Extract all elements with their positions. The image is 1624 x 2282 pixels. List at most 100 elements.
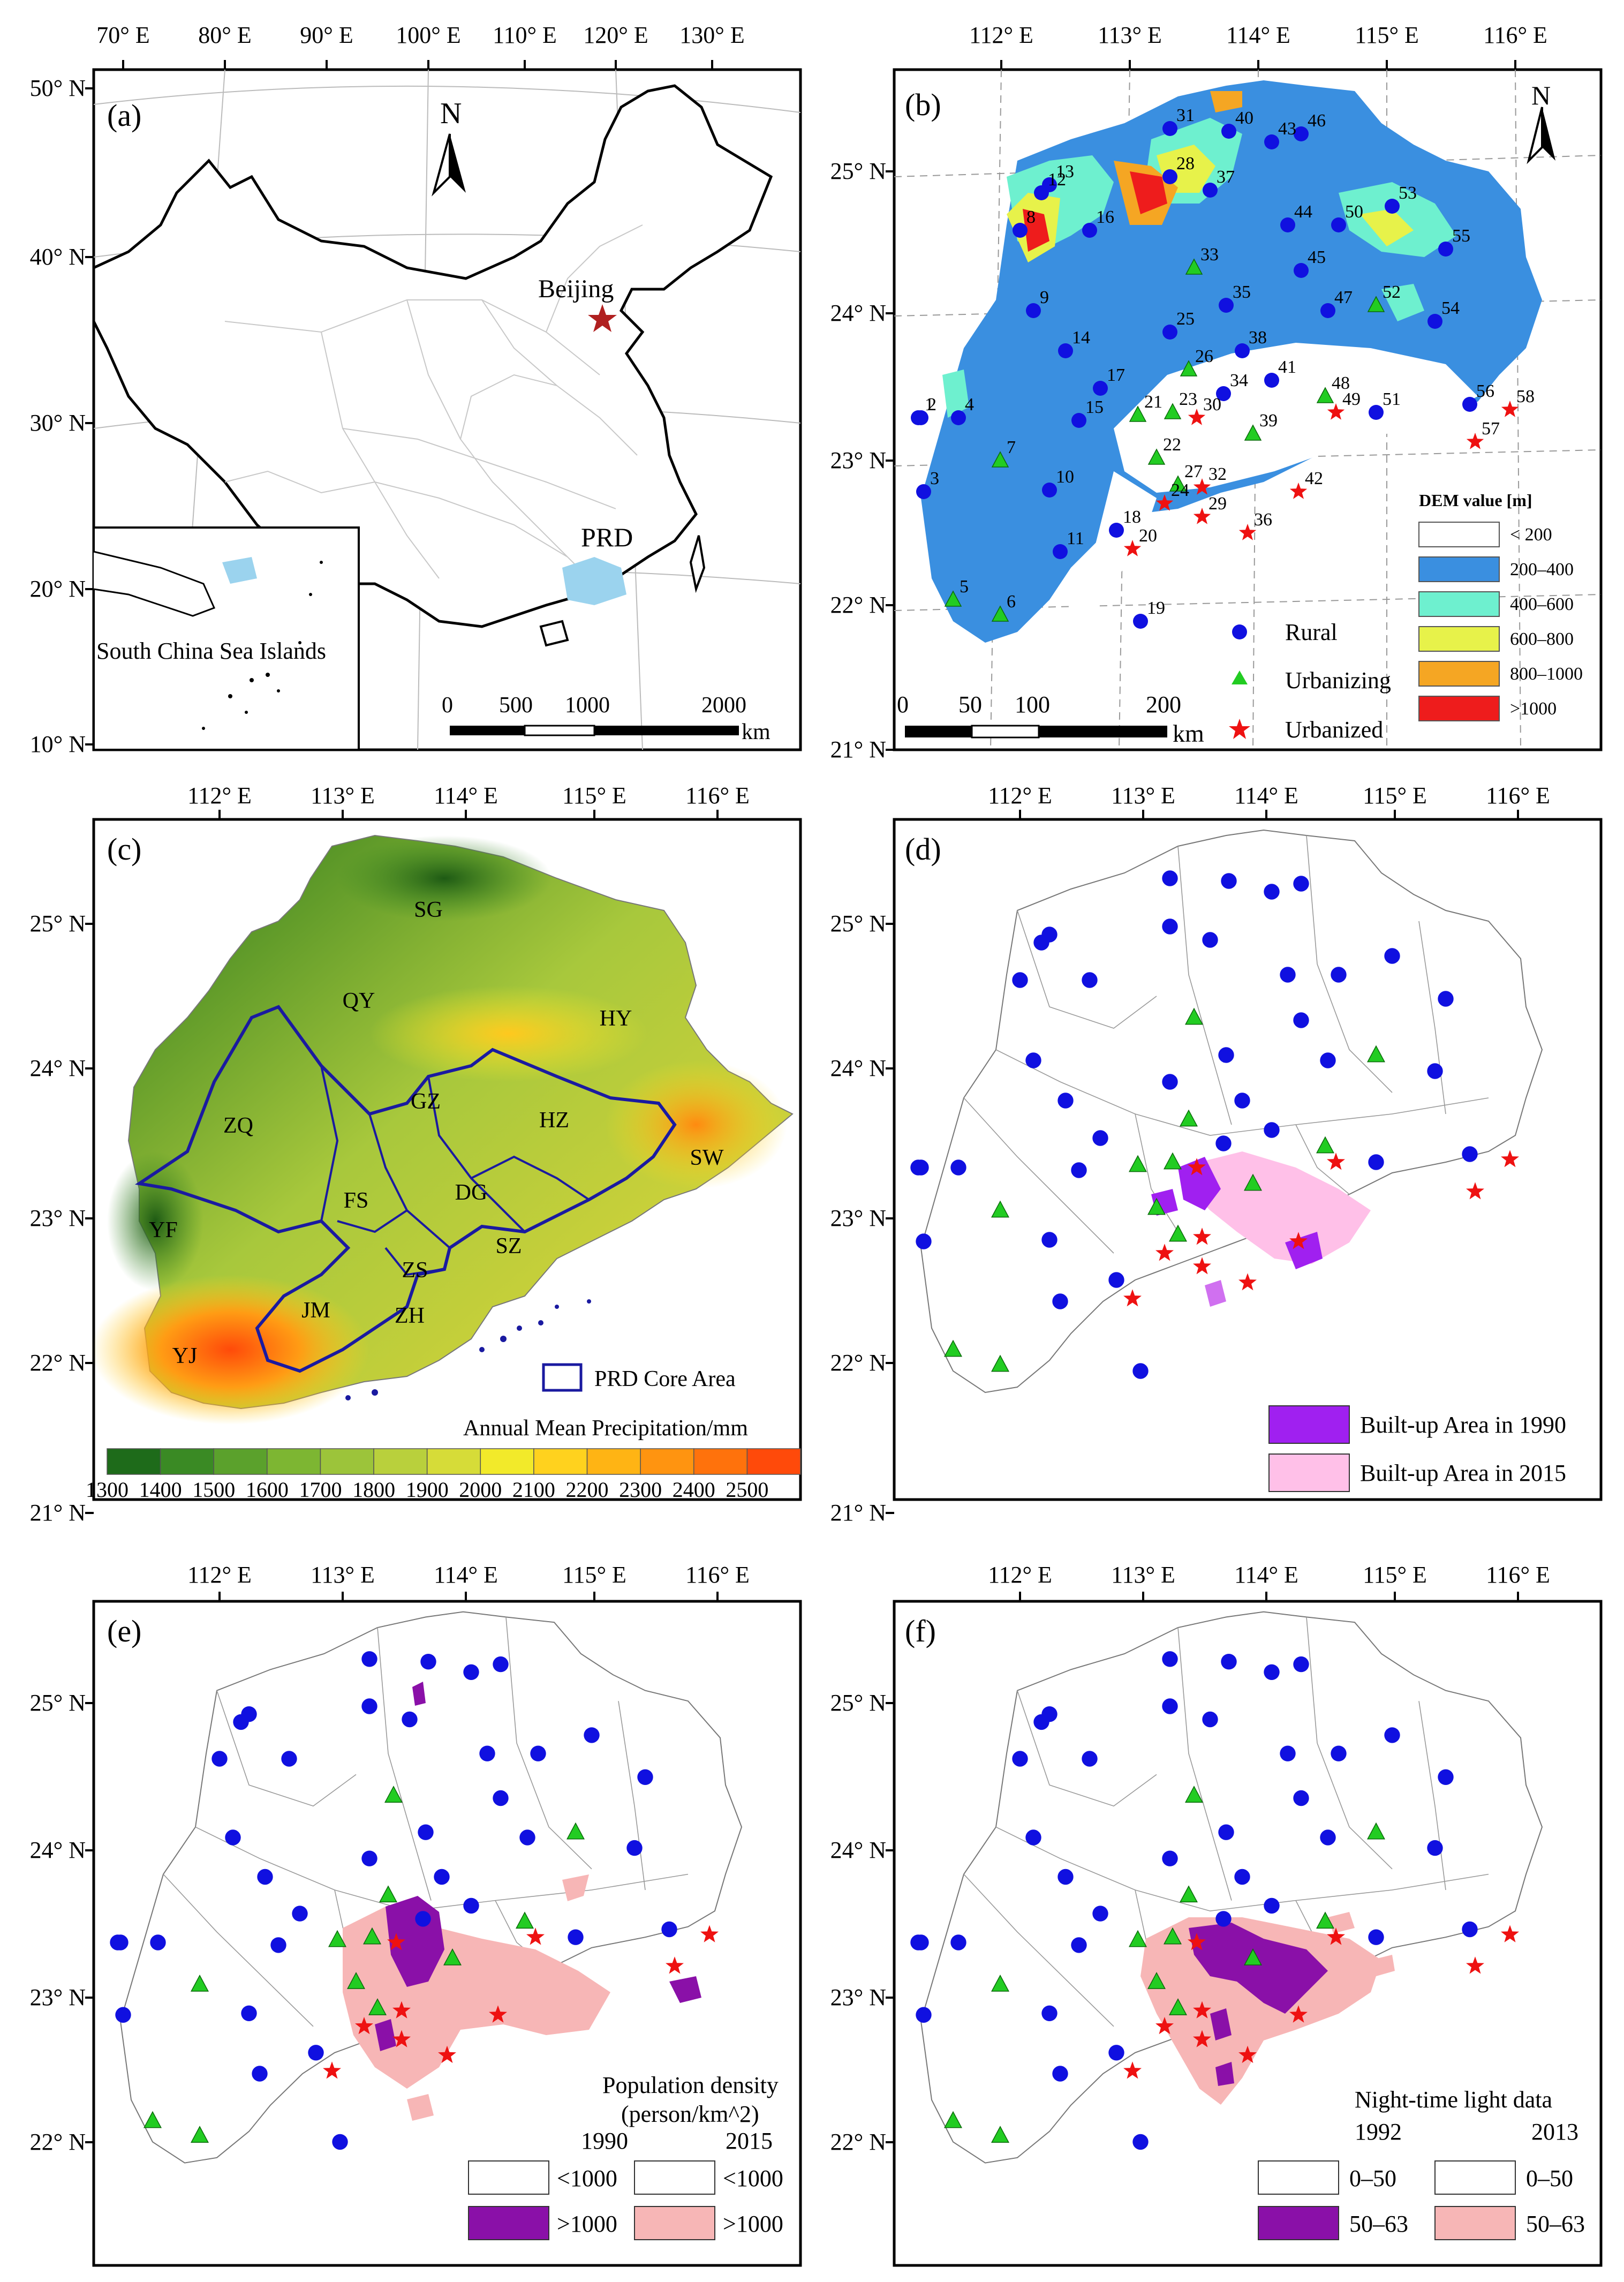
urbanizing-station-icon	[991, 1975, 1010, 1992]
builtup-areas	[1151, 1151, 1371, 1307]
county-boundary	[216, 1690, 357, 1807]
station-number-label: 11	[1067, 529, 1084, 548]
urbanizing-station-icon	[1128, 1155, 1147, 1172]
colorbar-segment	[640, 1448, 694, 1475]
urbanizing-station-icon	[1184, 1786, 1204, 1803]
panel-b-stations	[911, 121, 1519, 629]
station-number-label: 14	[1072, 328, 1090, 348]
station-number-label: 19	[1147, 598, 1165, 618]
urbanized-station-icon	[1188, 1933, 1206, 1950]
rural-station-icon	[1071, 1937, 1087, 1953]
rural-station-icon	[1234, 1093, 1250, 1109]
county-boundary	[377, 1627, 432, 1901]
rural-station-icon	[913, 1934, 929, 1950]
urbanizing-station-icon	[1168, 1224, 1188, 1242]
county-boundary	[1017, 1690, 1157, 1807]
dem-swatch	[1418, 522, 1500, 547]
rural-station-icon	[1058, 1093, 1074, 1109]
region-label: ZQ	[223, 1113, 253, 1138]
urbanizing-station-icon	[1147, 1972, 1166, 1989]
rural-station-icon	[1264, 373, 1279, 388]
lon-tick-label: 130° E	[679, 22, 744, 48]
lat-tick-label: 23° N	[830, 1984, 886, 2010]
urbanizing-station-icon	[1168, 1998, 1188, 2015]
county-boundary	[1306, 1617, 1393, 1870]
panel-d-label: (d)	[905, 832, 941, 867]
station-number-label: 35	[1233, 282, 1251, 302]
station-number-label: 43	[1278, 119, 1296, 139]
rural-station-icon	[626, 1840, 643, 1856]
dem-class-label: 400–600	[1510, 594, 1574, 614]
rural-station-icon	[292, 1906, 308, 1922]
station-number-label: 32	[1208, 464, 1227, 484]
rural-station-icon	[1203, 183, 1218, 198]
inset-label: South China Sea Islands	[96, 638, 326, 664]
lat-tick-label: 25° N	[30, 910, 86, 937]
station-number-label: 25	[1176, 309, 1195, 329]
rural-station-icon	[916, 484, 931, 499]
rural-station-icon	[415, 1911, 431, 1927]
rural-station-icon	[479, 1745, 495, 1761]
scale-a-500: 500	[499, 693, 533, 718]
rural-station-icon	[1012, 972, 1028, 988]
lat-tick-label: 21° N	[830, 736, 886, 763]
panel-b-lon-ticks: 112° E 113° E 114° E 115° E 116° E	[969, 22, 1547, 70]
panel-f-lat-ticks: 25° N 24° N 23° N 22° N	[830, 1690, 894, 2155]
urbanizing-station-icon	[1163, 1152, 1182, 1170]
rural-station-icon	[1331, 967, 1347, 983]
panel-a-lon-ticks: 70° E 80° E 90° E 100° E 110° E 120° E 130° E	[96, 22, 745, 70]
dem-class-label: < 200	[1510, 525, 1552, 545]
rural-station-icon	[1216, 386, 1231, 401]
pop-b-high-label: >1000	[723, 2211, 783, 2237]
panel-b-label: (b)	[905, 87, 941, 122]
county-boundary	[1306, 835, 1393, 1093]
lon-tick-label: 114° E	[1234, 1562, 1298, 1588]
colorbar-segment	[533, 1448, 588, 1475]
rural-station-icon	[281, 1751, 297, 1767]
legend-urbanized-icon	[1229, 719, 1250, 739]
rural-station-icon	[270, 1937, 286, 1953]
rural-station-icon	[1132, 1363, 1149, 1379]
urbanizing-station-icon	[943, 1339, 963, 1357]
rural-station-icon	[1041, 1232, 1058, 1248]
rural-station-icon	[1280, 1745, 1296, 1761]
station-number-label: 51	[1383, 389, 1401, 409]
station-number-label: 42	[1305, 469, 1323, 488]
panel-f-legend: Night-time light data 1992 2013 0–50 50–…	[1258, 2087, 1585, 2240]
rural-station-icon	[1264, 1122, 1280, 1138]
urbanizing-station-icon	[1184, 1007, 1204, 1025]
station-number-label: 5	[960, 577, 969, 597]
rural-station-icon	[1221, 124, 1236, 139]
beijing-star-icon	[588, 304, 617, 332]
rural-station-icon	[225, 1829, 241, 1846]
rural-station-icon	[913, 410, 928, 425]
panel-e: 112° E 113° E 114° E 115° E 116° E 25° N 24° …	[30, 1562, 802, 2267]
pop-year-b: 2015	[726, 2128, 773, 2154]
rural-station-icon	[1280, 217, 1295, 232]
urbanized-station-icon	[1327, 403, 1345, 420]
panel-d-stations	[910, 870, 1519, 1379]
station-number-label: 45	[1308, 247, 1326, 267]
station-number-label: 57	[1482, 419, 1500, 439]
lon-tick-label: 112° E	[988, 782, 1052, 809]
urbanized-station-icon	[700, 1925, 719, 1942]
lat-tick-label: 24° N	[830, 1837, 886, 1863]
panel-b-scalebar: 0 50 100 200 km	[897, 691, 1204, 747]
county-boundary	[505, 1617, 592, 1870]
rural-station-icon	[1162, 1074, 1178, 1090]
scale-b-200: 200	[1146, 691, 1181, 718]
colorbar-segment	[320, 1448, 374, 1475]
rural-station-icon	[418, 1824, 434, 1840]
panel-f-label: (f)	[905, 1614, 936, 1648]
colorbar-tick-label: 2200	[566, 1478, 609, 1502]
lat-tick-label: 40° N	[30, 244, 86, 270]
urbanized-station-icon	[526, 1927, 545, 1945]
lon-tick-label: 116° E	[685, 1562, 750, 1588]
dem-swatch	[1418, 626, 1500, 652]
urbanized-station-icon	[1466, 1956, 1484, 1974]
station-number-label: 28	[1176, 154, 1195, 174]
panel-c: 112° E 113° E 114° E 115° E 116° E 25° N 24° …	[30, 782, 802, 1526]
urbanized-station-icon	[323, 2061, 341, 2079]
lon-tick-label: 114° E	[434, 782, 498, 809]
station-number-label: 12	[1048, 170, 1066, 190]
